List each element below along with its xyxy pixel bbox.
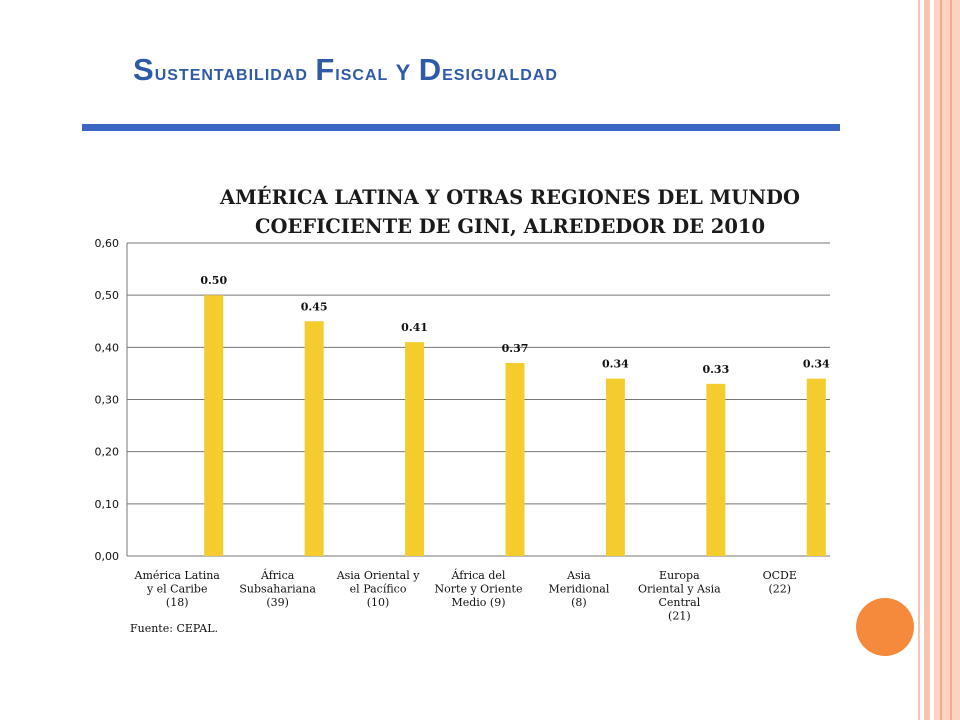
data-label: 0.33 (702, 363, 729, 376)
side-stripe-4 (940, 0, 942, 720)
category-label: (39) (266, 596, 289, 609)
bar (204, 295, 224, 556)
title-underline (82, 124, 840, 131)
category-label: Meridional (548, 583, 609, 596)
category-label: Central (658, 596, 700, 609)
category-label: Asia Oriental y (336, 569, 421, 582)
chart-title-line-2: COEFICIENTE DE GINI, ALREDEDOR DE 2010 (254, 215, 766, 238)
data-label: 0.37 (502, 342, 529, 355)
category-label: y el Caribe (146, 583, 208, 596)
category-label: África del (451, 568, 506, 582)
category-label: (10) (367, 596, 390, 609)
category-label: (18) (166, 596, 189, 609)
y-tick-label: 0,00 (95, 550, 120, 563)
side-stripe-5 (950, 0, 952, 720)
category-label: Subsahariana (239, 583, 316, 596)
category-label: (8) (571, 596, 587, 609)
source-note: Fuente: CEPAL. (130, 622, 219, 635)
category-label: Oriental y Asia (638, 583, 721, 596)
category-label: Asia (566, 569, 591, 582)
slide-title: Sustentabilidad Fiscal y Desigualdad (133, 52, 558, 87)
chart-title: AMÉRICA LATINA Y OTRAS REGIONES DEL MUND… (140, 183, 880, 241)
category-label: (22) (768, 583, 791, 596)
category-label: América Latina (134, 569, 221, 582)
category-label: OCDE (763, 569, 797, 582)
y-tick-label: 0,50 (95, 289, 120, 302)
side-stripe-1 (918, 0, 920, 720)
bar (706, 383, 726, 556)
category-label: África (260, 568, 295, 582)
category-label: Europa (659, 569, 700, 582)
y-tick-label: 0,20 (95, 446, 120, 459)
data-label: 0.45 (301, 300, 328, 313)
category-label: Norte y Oriente (435, 583, 523, 596)
bar (505, 362, 525, 556)
bar (605, 378, 625, 556)
data-label: 0.34 (602, 358, 629, 371)
y-tick-label: 0,10 (95, 498, 120, 511)
bar (806, 378, 826, 556)
y-tick-label: 0,30 (95, 394, 120, 407)
category-label: el Pacífico (350, 583, 407, 596)
category-label: (21) (668, 610, 691, 623)
side-stripe-2 (924, 0, 930, 720)
decorative-circle (856, 598, 914, 656)
bar (405, 342, 425, 556)
y-tick-label: 0,40 (95, 341, 120, 354)
data-label: 0.41 (401, 321, 428, 334)
category-label: Medio (9) (451, 596, 505, 609)
data-label: 0.50 (200, 274, 227, 287)
y-tick-label: 0,60 (95, 237, 120, 250)
bar (304, 321, 324, 556)
chart-title-line-1: AMÉRICA LATINA Y OTRAS REGIONES DEL MUND… (220, 186, 800, 209)
data-label: 0.34 (803, 358, 830, 371)
side-stripe-3 (934, 0, 960, 720)
